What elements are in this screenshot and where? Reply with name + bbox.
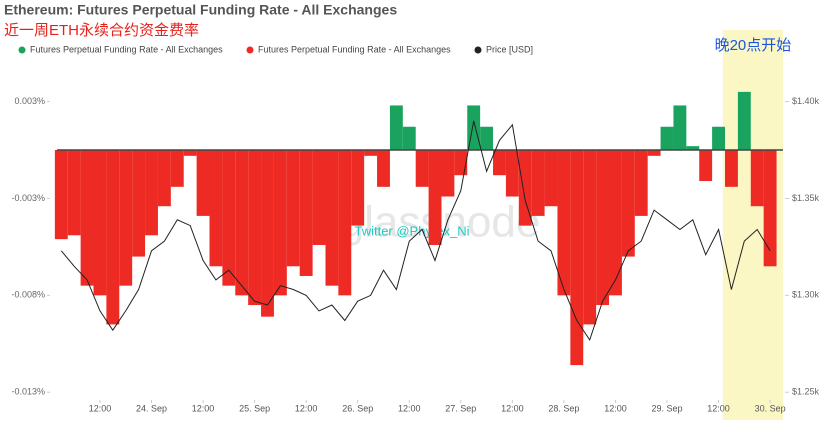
y-tick-label: -0.008% bbox=[11, 290, 45, 300]
legend-label: Futures Perpetual Funding Rate - All Exc… bbox=[258, 44, 451, 54]
funding-bar bbox=[712, 126, 726, 151]
funding-bar bbox=[145, 150, 158, 236]
funding-bar bbox=[750, 150, 764, 207]
legend-label: Price [USD] bbox=[486, 44, 533, 54]
x-tick-label: 30. Sep bbox=[755, 403, 786, 413]
y2-tick-label: $1.30k bbox=[792, 290, 820, 300]
funding-bar bbox=[157, 150, 171, 207]
funding-bar bbox=[377, 150, 390, 187]
funding-bar bbox=[725, 150, 738, 187]
x-tick-label: 12:00 bbox=[89, 403, 112, 413]
funding-bar bbox=[286, 150, 300, 267]
y-tick-label: -0.003% bbox=[11, 193, 45, 203]
funding-bar bbox=[93, 150, 107, 296]
funding-bar bbox=[634, 150, 648, 216]
funding-bar bbox=[454, 150, 468, 176]
funding-bar bbox=[531, 150, 545, 216]
funding-bar bbox=[222, 150, 236, 286]
y2-tick-label: $1.35k bbox=[792, 193, 820, 203]
chart-title: Ethereum: Futures Perpetual Funding Rate… bbox=[4, 2, 397, 18]
x-tick-label: 24. Sep bbox=[136, 403, 167, 413]
highlight-label: 晚20点开始 bbox=[715, 37, 792, 54]
y-tick-label: -0.013% bbox=[11, 387, 45, 397]
x-tick-label: 12:00 bbox=[707, 403, 730, 413]
funding-bar bbox=[402, 126, 416, 151]
chart-subtitle: 近一周ETH永续合约资金费率 bbox=[4, 22, 199, 39]
funding-bar bbox=[196, 150, 210, 216]
x-tick-label: 28. Sep bbox=[548, 403, 579, 413]
funding-bar bbox=[80, 150, 94, 286]
funding-bar bbox=[170, 150, 184, 187]
x-tick-label: 25. Sep bbox=[239, 403, 270, 413]
funding-bar bbox=[389, 105, 403, 151]
funding-bar bbox=[544, 150, 558, 207]
funding-bar bbox=[557, 150, 571, 296]
legend-marker bbox=[474, 46, 482, 54]
funding-bar bbox=[493, 150, 506, 176]
funding-bar bbox=[673, 105, 687, 151]
price-line bbox=[60, 120, 771, 342]
x-tick-label: 12:00 bbox=[604, 403, 627, 413]
watermark-twitter: Twitter @Phyrex_Ni bbox=[354, 223, 469, 238]
funding-bar bbox=[596, 150, 610, 306]
funding-bar bbox=[737, 91, 751, 151]
funding-bar bbox=[338, 150, 352, 296]
x-tick-label: 12:00 bbox=[501, 403, 524, 413]
x-tick-label: 27. Sep bbox=[445, 403, 476, 413]
x-tick-label: 12:00 bbox=[398, 403, 421, 413]
legend-label: Futures Perpetual Funding Rate - All Exc… bbox=[30, 44, 223, 54]
funding-bar bbox=[505, 150, 519, 197]
funding-bar bbox=[312, 150, 326, 245]
funding-bar bbox=[415, 150, 429, 187]
x-tick-label: 26. Sep bbox=[342, 403, 373, 413]
x-tick-label: 29. Sep bbox=[651, 403, 682, 413]
funding-bar bbox=[261, 150, 274, 317]
funding-bar bbox=[428, 150, 442, 245]
funding-bar bbox=[660, 126, 674, 151]
funding-bar bbox=[647, 150, 661, 156]
funding-bar bbox=[583, 150, 597, 325]
funding-bar bbox=[248, 150, 262, 306]
funding-bar bbox=[480, 126, 494, 151]
x-tick-label: 12:00 bbox=[192, 403, 215, 413]
funding-bar bbox=[299, 150, 313, 276]
funding-bar bbox=[609, 150, 622, 296]
funding-bar bbox=[106, 150, 120, 325]
funding-bar bbox=[67, 150, 81, 236]
funding-bar bbox=[183, 150, 197, 156]
y2-tick-label: $1.40k bbox=[792, 96, 820, 106]
funding-bar bbox=[686, 146, 700, 151]
funding-bar bbox=[441, 150, 455, 197]
funding-bar bbox=[132, 150, 146, 257]
funding-bar bbox=[699, 150, 713, 182]
funding-bar bbox=[351, 150, 365, 226]
funding-bar bbox=[325, 150, 339, 286]
y2-tick-label: $1.25k bbox=[792, 387, 820, 397]
funding-bar bbox=[518, 150, 532, 226]
funding-bar bbox=[570, 150, 584, 366]
legend-marker bbox=[18, 46, 26, 54]
funding-bar bbox=[621, 150, 635, 257]
y-tick-label: 0.003% bbox=[14, 96, 45, 106]
funding-bar bbox=[235, 150, 249, 296]
funding-bar bbox=[364, 150, 378, 156]
funding-bar bbox=[209, 150, 223, 267]
funding-bar bbox=[763, 150, 777, 267]
funding-bar bbox=[273, 150, 287, 296]
x-tick-label: 12:00 bbox=[295, 403, 318, 413]
funding-bar bbox=[119, 150, 133, 286]
funding-bar bbox=[54, 150, 68, 240]
legend-marker bbox=[246, 46, 254, 54]
